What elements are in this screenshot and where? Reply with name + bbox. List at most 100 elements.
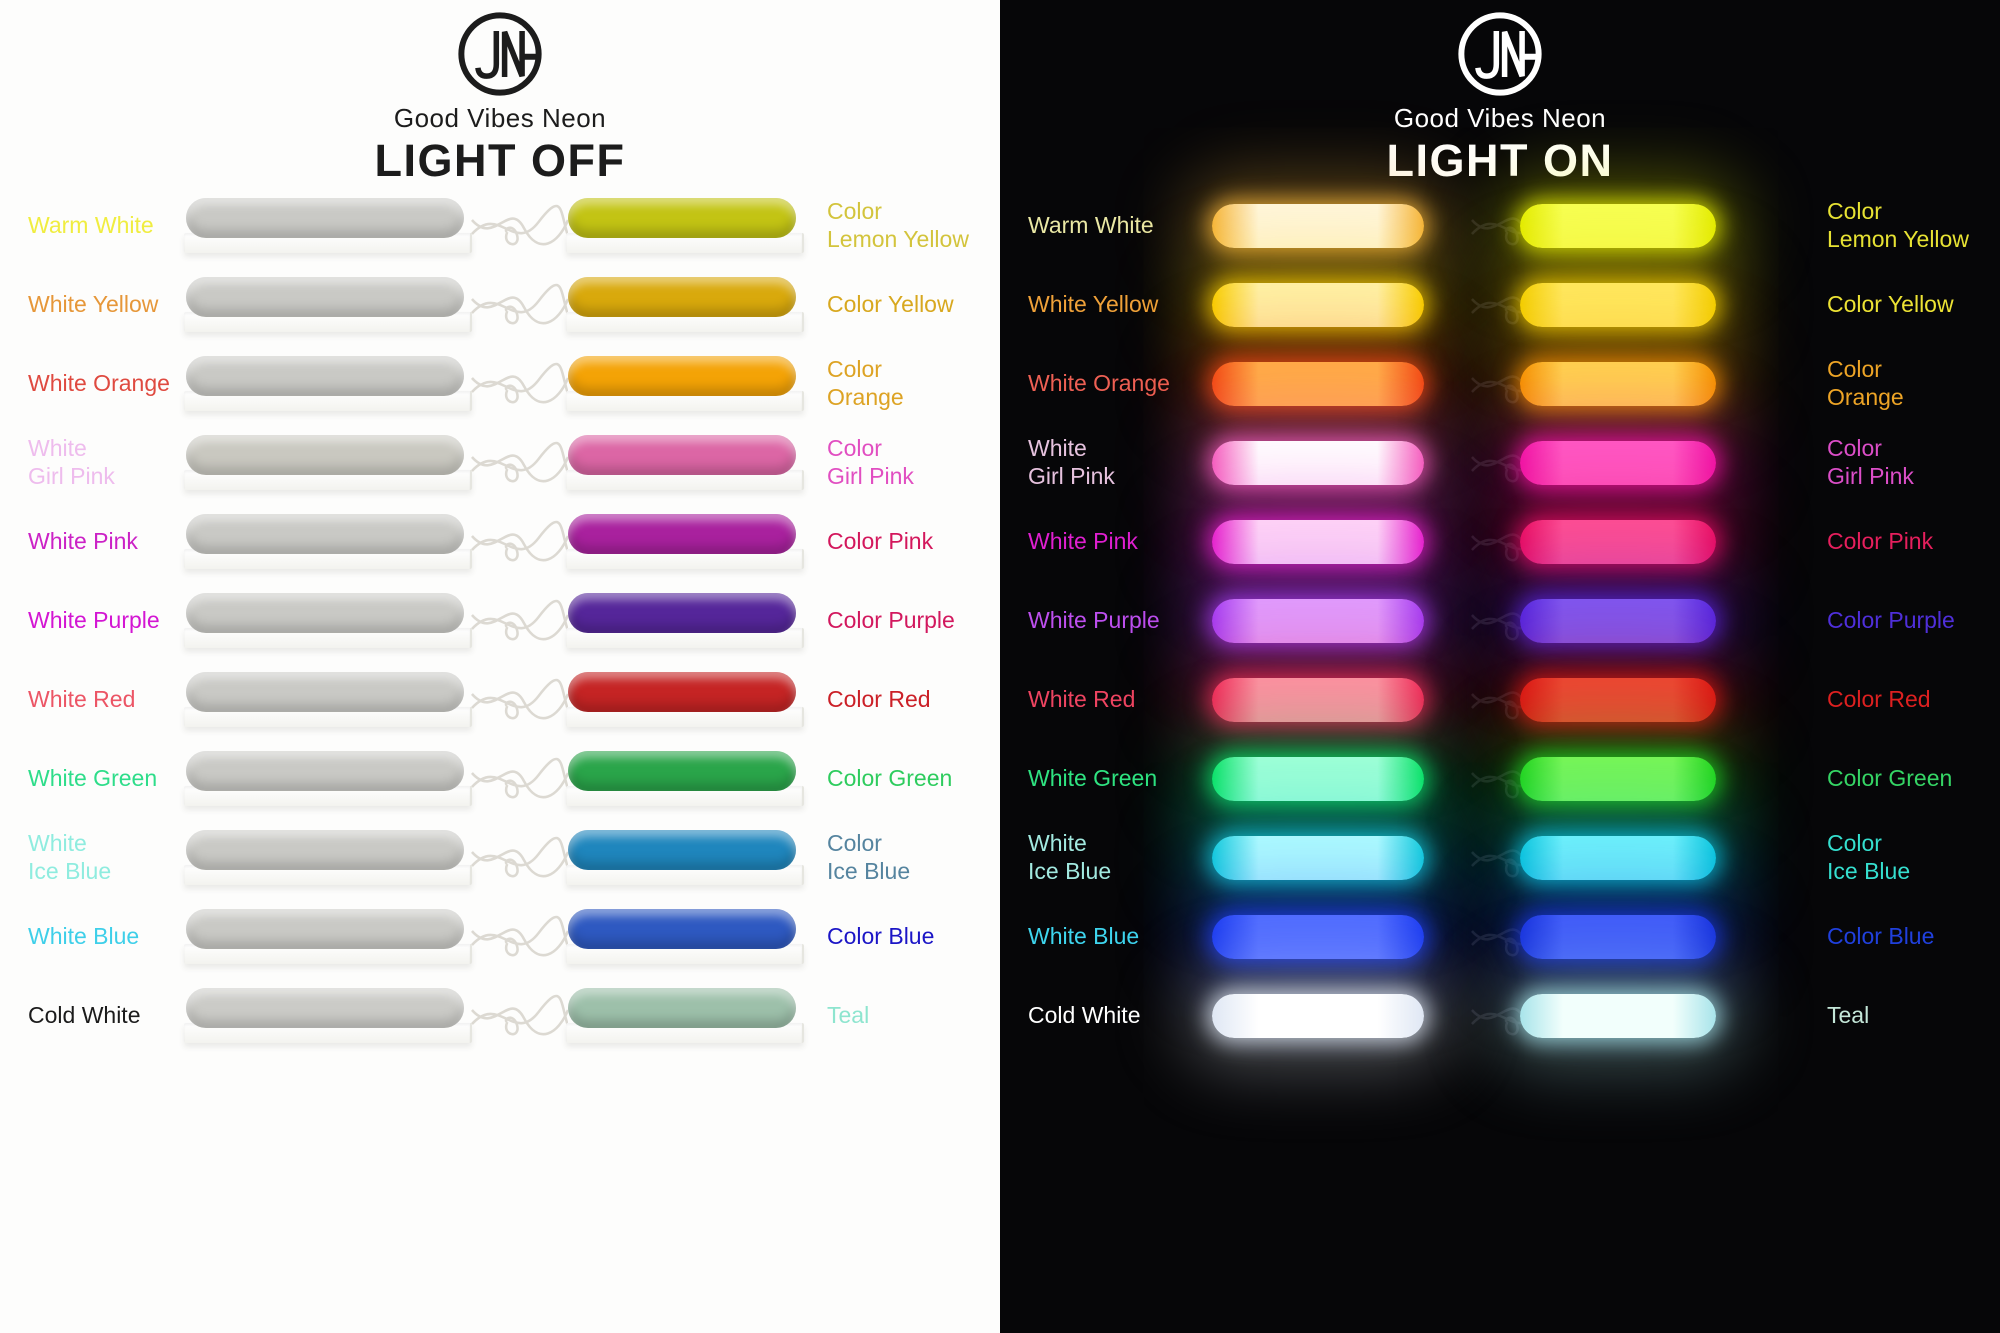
- white-variant-label: White Orange: [1028, 369, 1170, 396]
- acrylic-tube-base: [566, 549, 804, 569]
- tube-cell: [178, 435, 472, 490]
- white-version-tube-off: [186, 435, 464, 475]
- tube-cell: [566, 751, 808, 806]
- color-variant-label: Color Red: [827, 685, 931, 712]
- neon-row: Warm White Color Lemon Yellow: [1028, 186, 2000, 265]
- color-variant-label: Color Blue: [1827, 922, 1935, 949]
- string-light-wire-decoration: [470, 589, 570, 653]
- white-version-tube-off: [186, 198, 464, 238]
- tube-cell: [1520, 203, 1808, 248]
- white-variant-label: White Girl Pink: [1028, 435, 1115, 489]
- neon-row: White Green Color Green: [1028, 739, 2000, 818]
- color-version-tube-on: [1520, 598, 1716, 643]
- tube-cell: [566, 988, 808, 1043]
- string-light-wire-decoration: [470, 905, 570, 969]
- acrylic-tube-base: [184, 707, 472, 727]
- string-light-wire-decoration: [470, 747, 570, 811]
- color-version-tube-on: [1520, 756, 1716, 801]
- color-variant-label: Color Blue: [827, 922, 935, 949]
- neon-row: Warm White Color Lemon Yellow: [28, 186, 1000, 265]
- acrylic-tube-base: [184, 786, 472, 806]
- string-light-wire-decoration: [470, 984, 570, 1048]
- neon-row: White Pink Color Pink: [1028, 502, 2000, 581]
- color-version-tube-on: [1520, 361, 1716, 406]
- color-version-tube-off: [568, 830, 796, 870]
- white-variant-label: Warm White: [28, 211, 154, 238]
- neon-row: White Girl Pink Color Girl Pink: [1028, 423, 2000, 502]
- tube-rows-on: Warm White Color Lemon Yellow White Yellow…: [1000, 180, 2000, 1055]
- color-variant-label: Color Girl Pink: [827, 435, 914, 489]
- color-variant-label: Color Green: [1827, 764, 1953, 791]
- neon-row: White Red Color Red: [1028, 660, 2000, 739]
- color-variant-label: Color Orange: [1827, 356, 1904, 410]
- tube-cell: [178, 356, 472, 411]
- acrylic-tube-base: [184, 391, 472, 411]
- acrylic-tube-base: [184, 944, 472, 964]
- acrylic-tube-base: [184, 1023, 472, 1043]
- color-variant-label: Teal: [1827, 1001, 1870, 1028]
- neon-row: Cold White Teal: [1028, 976, 2000, 1055]
- color-version-tube-off: [568, 277, 796, 317]
- neon-row: White Purple Color Purple: [28, 581, 1000, 660]
- string-light-wire-decoration: [470, 194, 570, 258]
- white-version-tube-on: [1212, 756, 1424, 801]
- neon-row: White Blue Color Blue: [1028, 897, 2000, 976]
- tube-cell: [566, 198, 808, 253]
- neon-row: White Ice Blue Color Ice Blue: [1028, 818, 2000, 897]
- color-version-tube-on: [1520, 677, 1716, 722]
- acrylic-tube-base: [566, 233, 804, 253]
- tube-cell: [1520, 361, 1808, 406]
- neon-row: White Pink Color Pink: [28, 502, 1000, 581]
- color-version-tube-off: [568, 751, 796, 791]
- tube-cell: [178, 988, 472, 1043]
- tube-cell: [1178, 756, 1470, 801]
- color-variant-label: Color Purple: [827, 606, 955, 633]
- white-variant-label: White Ice Blue: [1028, 830, 1112, 884]
- white-variant-label: White Purple: [28, 606, 160, 633]
- acrylic-tube-base: [184, 312, 472, 332]
- color-version-tube-off: [568, 672, 796, 712]
- white-variant-label: White Pink: [1028, 527, 1138, 554]
- color-version-tube-on: [1520, 440, 1716, 485]
- tube-cell: [1520, 598, 1808, 643]
- color-variant-label: Color Purple: [1827, 606, 1955, 633]
- panel-title-light-off: LIGHT OFF: [374, 135, 626, 186]
- white-variant-label: White Ice Blue: [28, 830, 112, 884]
- tube-cell: [1520, 519, 1808, 564]
- panel-title-light-on: LIGHT ON: [1386, 135, 1614, 186]
- color-variant-label: Teal: [827, 1001, 870, 1028]
- tube-cell: [178, 672, 472, 727]
- tube-cell: [178, 830, 472, 885]
- white-variant-label: White Red: [1028, 685, 1136, 712]
- color-version-tube-on: [1520, 519, 1716, 564]
- string-light-wire-decoration: [470, 510, 570, 574]
- tube-rows-off: Warm White Color Lemon Yellow White Yellow…: [0, 180, 1000, 1055]
- tube-cell: [1178, 677, 1470, 722]
- tube-cell: [178, 514, 472, 569]
- white-variant-label: White Yellow: [1028, 290, 1159, 317]
- acrylic-tube-base: [566, 628, 804, 648]
- white-version-tube-on: [1212, 282, 1424, 327]
- acrylic-tube-base: [566, 470, 804, 490]
- tube-cell: [1178, 440, 1470, 485]
- white-variant-label: White Blue: [28, 922, 140, 949]
- tube-cell: [566, 514, 808, 569]
- white-variant-label: White Green: [1028, 764, 1158, 791]
- white-version-tube-off: [186, 909, 464, 949]
- white-variant-label: White Yellow: [28, 290, 159, 317]
- neon-row: White Green Color Green: [28, 739, 1000, 818]
- white-version-tube-on: [1212, 677, 1424, 722]
- acrylic-tube-base: [566, 944, 804, 964]
- neon-row: White Yellow Color Yellow: [28, 265, 1000, 344]
- tube-cell: [1520, 677, 1808, 722]
- white-version-tube-off: [186, 514, 464, 554]
- white-variant-label: White Girl Pink: [28, 435, 115, 489]
- color-version-tube-off: [568, 988, 796, 1028]
- color-variant-label: Color Pink: [1827, 527, 1934, 554]
- acrylic-tube-base: [184, 470, 472, 490]
- white-version-tube-on: [1212, 440, 1424, 485]
- white-variant-label: Warm White: [1028, 211, 1154, 238]
- string-light-wire-decoration: [470, 431, 570, 495]
- neon-row: White Ice Blue Color Ice Blue: [28, 818, 1000, 897]
